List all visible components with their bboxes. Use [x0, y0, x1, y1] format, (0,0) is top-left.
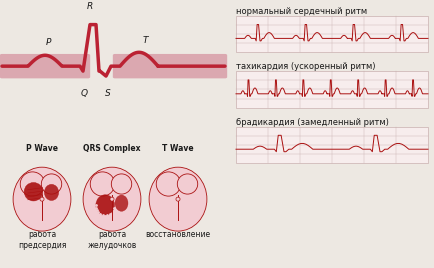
- Ellipse shape: [111, 174, 132, 194]
- Bar: [236, 71, 428, 108]
- Text: QRS Complex: QRS Complex: [83, 144, 141, 153]
- Text: P Wave: P Wave: [26, 144, 58, 153]
- Text: Q: Q: [80, 89, 88, 98]
- Ellipse shape: [176, 197, 180, 201]
- Ellipse shape: [20, 172, 45, 196]
- Ellipse shape: [40, 197, 44, 201]
- Ellipse shape: [149, 167, 207, 231]
- Text: R: R: [87, 2, 93, 11]
- FancyBboxPatch shape: [113, 54, 227, 78]
- Ellipse shape: [24, 183, 43, 201]
- Bar: [236, 126, 428, 163]
- Ellipse shape: [90, 172, 115, 196]
- Ellipse shape: [83, 167, 141, 231]
- Ellipse shape: [156, 172, 181, 196]
- FancyBboxPatch shape: [0, 54, 90, 78]
- Text: T: T: [142, 36, 148, 45]
- Text: нормальный сердечный ритм: нормальный сердечный ритм: [236, 7, 367, 16]
- Ellipse shape: [178, 174, 198, 194]
- Text: S: S: [105, 89, 111, 98]
- Text: восстановление: восстановление: [145, 230, 210, 239]
- Ellipse shape: [96, 195, 115, 216]
- Text: работа
предсердия: работа предсердия: [18, 230, 66, 250]
- Ellipse shape: [44, 184, 59, 200]
- Bar: [236, 16, 428, 52]
- Ellipse shape: [41, 174, 62, 194]
- Text: P: P: [45, 38, 51, 47]
- Ellipse shape: [110, 197, 114, 201]
- Text: тахикардия (ускоренный ритм): тахикардия (ускоренный ритм): [236, 62, 375, 71]
- Ellipse shape: [13, 167, 71, 231]
- Ellipse shape: [115, 195, 128, 211]
- Text: T Wave: T Wave: [162, 144, 194, 153]
- Text: брадикардия (замедленный ритм): брадикардия (замедленный ритм): [236, 118, 389, 126]
- Text: работа
желудочков: работа желудочков: [87, 230, 137, 250]
